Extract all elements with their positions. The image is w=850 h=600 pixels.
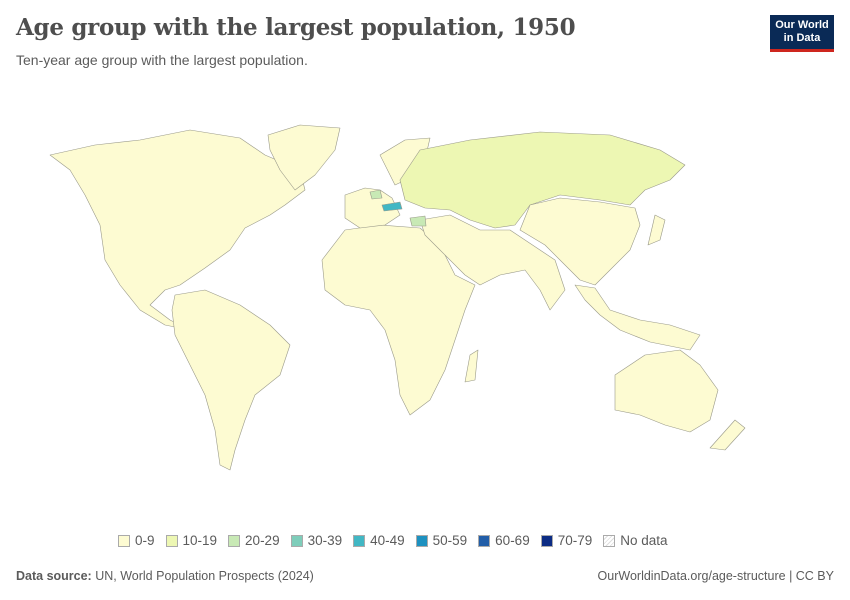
region-new-zealand[interactable]: [709, 419, 746, 451]
legend-item[interactable]: 60-69: [478, 533, 530, 548]
legend-label: No data: [620, 533, 668, 548]
region-southeast-asia[interactable]: [574, 284, 701, 351]
region-greenland[interactable]: [267, 124, 341, 191]
region-belgium[interactable]: [369, 189, 383, 200]
legend-item[interactable]: 10-19: [165, 533, 218, 548]
region-east-asia[interactable]: [519, 197, 641, 286]
legend-item[interactable]: 20-29: [228, 533, 280, 548]
legend-item[interactable]: 30-39: [290, 533, 343, 548]
legend-label: 0-9: [135, 533, 155, 548]
region-north-america[interactable]: [49, 129, 306, 331]
logo-text: Our World in Data: [775, 19, 829, 44]
legend-swatch: [118, 534, 130, 547]
data-source: Data source: UN, World Population Prospe…: [16, 569, 314, 583]
world-map: [49, 124, 746, 471]
legend-swatch: [165, 534, 178, 547]
legend-item[interactable]: No data: [603, 533, 668, 548]
region-bulgaria[interactable]: [409, 215, 427, 227]
legend-label: 50-59: [432, 533, 468, 548]
legend-label: 10-19: [182, 533, 218, 548]
legend-label: 20-29: [245, 533, 280, 548]
region-australia[interactable]: [614, 349, 719, 433]
chart-subtitle: Ten-year age group with the largest popu…: [16, 52, 308, 68]
legend-item[interactable]: 70-79: [540, 533, 593, 548]
legend-swatch: [353, 534, 366, 547]
legend-label: 30-39: [307, 533, 343, 548]
region-south-america[interactable]: [171, 289, 291, 471]
legend-swatch: [478, 534, 491, 547]
legend-swatch: [603, 534, 616, 547]
owid-logo[interactable]: Our World in Data: [770, 15, 834, 52]
map-legend: 0-9 10-19 20-29 30-39 40-49 50-59 60-69 70-79 No…: [118, 533, 668, 548]
legend-label: 70-79: [557, 533, 593, 548]
legend-item[interactable]: 40-49: [353, 533, 405, 548]
legend-swatch: [415, 534, 428, 547]
region-austria[interactable]: [381, 201, 403, 212]
legend-swatch: [290, 534, 303, 547]
legend-label: 60-69: [495, 533, 530, 548]
chart-title: Age group with the largest population, 1…: [16, 14, 576, 41]
legend-item[interactable]: 50-59: [415, 533, 468, 548]
source-label: Data source:: [16, 569, 92, 583]
legend-item[interactable]: 0-9: [118, 533, 155, 548]
region-japan[interactable]: [647, 214, 666, 246]
footer-link[interactable]: OurWorldinData.org/age-structure | CC BY: [597, 569, 834, 583]
region-russia-central-asia[interactable]: [399, 131, 686, 229]
legend-label: 40-49: [370, 533, 405, 548]
legend-swatch: [228, 534, 241, 547]
region-western-europe[interactable]: [344, 187, 401, 229]
legend-swatch: [540, 534, 553, 547]
region-madagascar[interactable]: [464, 349, 479, 383]
source-text: UN, World Population Prospects (2024): [95, 569, 314, 583]
region-middle-east-south-asia[interactable]: [419, 214, 566, 311]
